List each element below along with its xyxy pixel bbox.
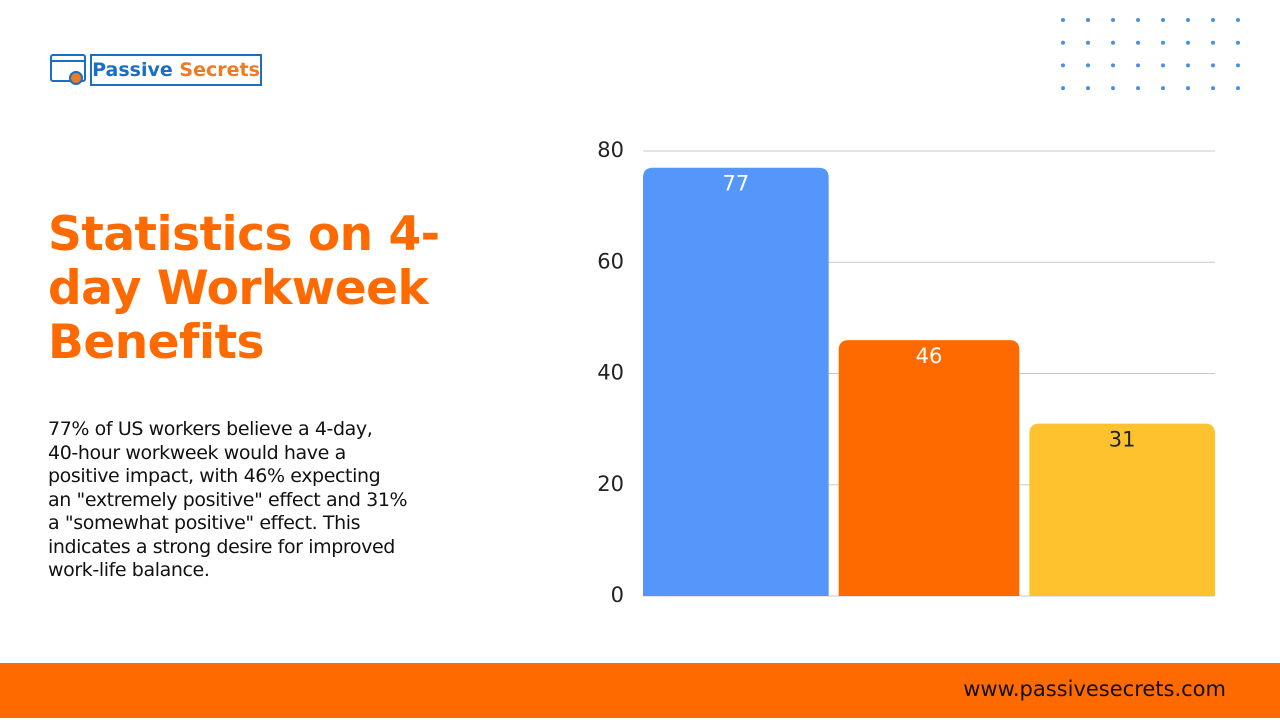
- dot: [1061, 86, 1065, 91]
- bar: [643, 167, 829, 596]
- body-line: indicates a strong desire for improved: [48, 535, 395, 558]
- y-tick-label: 60: [597, 249, 624, 273]
- dot: [1111, 63, 1115, 68]
- dot: [1136, 18, 1140, 22]
- bar: [1029, 423, 1215, 596]
- value-label: 46: [916, 344, 943, 368]
- dot: [1086, 63, 1090, 68]
- logo-word: Passive: [92, 59, 173, 81]
- dot: [1236, 18, 1240, 22]
- bar: [838, 340, 1020, 596]
- heading-line: Statistics on 4-: [48, 207, 440, 262]
- dot: [1186, 86, 1190, 91]
- dot: [1086, 18, 1090, 22]
- dot: [1136, 40, 1140, 45]
- dot: [1186, 18, 1190, 22]
- dot: [1211, 40, 1215, 45]
- dot: [1236, 86, 1240, 91]
- dot: [1136, 86, 1140, 91]
- dot: [1086, 40, 1090, 45]
- body-line: work-life balance.: [48, 559, 210, 581]
- dot: [1111, 18, 1115, 22]
- dot: [1211, 63, 1215, 68]
- dot: [1236, 63, 1240, 68]
- value-label: 31: [1109, 428, 1136, 452]
- y-tick-label: 0: [611, 583, 624, 607]
- dot: [1111, 40, 1115, 45]
- heading-line: day Workweek: [48, 261, 429, 316]
- dot-pattern: [1061, 18, 1240, 91]
- value-label: 77: [722, 172, 749, 196]
- dot: [1111, 86, 1115, 91]
- dot: [1086, 86, 1090, 91]
- dot: [1186, 63, 1190, 68]
- body-line: 40-hour workweek would have a: [48, 441, 346, 464]
- logo-icon: [50, 54, 86, 85]
- body-line: 77% of US workers believe a 4-day,: [48, 418, 373, 440]
- dot: [1186, 40, 1190, 45]
- dot: [1236, 40, 1240, 45]
- heading: Statistics on 4- day Workweek Benefits: [48, 208, 440, 370]
- logo-word: Secrets: [179, 59, 260, 81]
- logo: Passive Secrets: [90, 54, 262, 86]
- heading-line: Benefits: [48, 315, 265, 370]
- footer-url: www.passivesecrets.com: [963, 677, 1226, 701]
- dot: [1161, 40, 1165, 45]
- y-tick-label: 20: [597, 472, 624, 496]
- footer: www.passivesecrets.com: [0, 663, 1280, 718]
- dot: [1161, 63, 1165, 68]
- dot: [1211, 18, 1215, 22]
- dot: [1061, 40, 1065, 45]
- y-tick-label: 40: [597, 361, 624, 385]
- y-tick-label: 80: [597, 138, 624, 162]
- dot: [1061, 63, 1065, 68]
- dot: [1211, 86, 1215, 91]
- dot: [1161, 86, 1165, 91]
- body-text: 77% of US workers believe a 4-day, 40-hou…: [48, 418, 408, 583]
- dot: [1136, 63, 1140, 68]
- dot: [1061, 18, 1065, 22]
- body-line: positive impact, with 46% expecting: [48, 465, 381, 487]
- dot: [1161, 18, 1165, 22]
- body-line: an "extremely positive" effect and 31%: [48, 488, 408, 511]
- body-line: a "somewhat positive" effect. This: [48, 512, 361, 534]
